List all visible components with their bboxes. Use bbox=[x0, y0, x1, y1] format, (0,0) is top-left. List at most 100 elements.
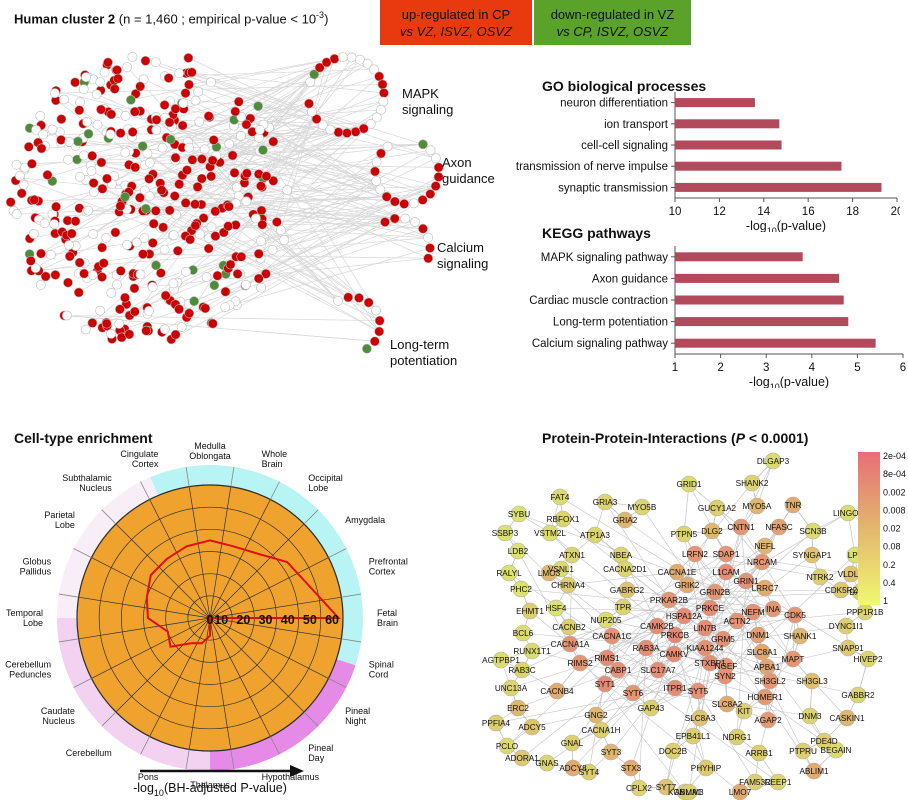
ppi-node bbox=[732, 518, 750, 536]
network-node bbox=[74, 257, 85, 268]
network-node bbox=[144, 305, 154, 316]
ppi-node bbox=[554, 510, 572, 528]
category-label: MAPK signaling pathway bbox=[541, 252, 668, 264]
network-node bbox=[125, 95, 136, 105]
ppi-node-label: MAPT bbox=[782, 655, 805, 664]
radar-spoke bbox=[91, 557, 211, 619]
ppi-node-label: HSF4 bbox=[546, 604, 567, 613]
sector-label: Medulla Oblongata bbox=[189, 441, 231, 461]
sector-label-word: Hypothalamus bbox=[262, 772, 320, 782]
network-node bbox=[170, 103, 181, 114]
network-node bbox=[346, 52, 357, 63]
network-node bbox=[371, 157, 382, 167]
network-node bbox=[240, 279, 251, 290]
ppi-node-label: SLC17A7 bbox=[640, 666, 675, 675]
network-edge bbox=[181, 196, 387, 328]
colorbar-label: 8e-04 bbox=[883, 469, 906, 479]
ppi-node-label: EPB41L1 bbox=[676, 732, 711, 741]
ppi-node bbox=[597, 611, 615, 629]
ppi-node-label: SH3GL2 bbox=[754, 677, 786, 686]
kegg-bar-chart: MAPK signaling pathway Axon guidance Cardi… bbox=[529, 246, 906, 388]
ppi-edge bbox=[604, 501, 670, 601]
ppi-node-label: PTPN5 bbox=[671, 530, 698, 539]
ppi-node bbox=[786, 606, 804, 624]
ppi-node-label: CPLX2 bbox=[626, 784, 652, 793]
ring-tick bbox=[73, 548, 92, 558]
ring-segment-light bbox=[57, 477, 159, 618]
network-node bbox=[371, 112, 382, 123]
ppi-node bbox=[492, 651, 510, 669]
network-node bbox=[39, 218, 50, 229]
network-edge bbox=[264, 149, 431, 177]
network-node bbox=[254, 124, 265, 135]
network-node bbox=[29, 194, 40, 205]
network-node bbox=[170, 329, 181, 340]
ppi-node bbox=[657, 778, 675, 796]
x-tick-label: 3 bbox=[763, 362, 769, 374]
ppi-node bbox=[523, 642, 541, 660]
network-node bbox=[113, 73, 123, 84]
ppi-node-label: TPR bbox=[615, 603, 631, 612]
network-edge bbox=[19, 177, 377, 311]
group-label-axon: Axon guidance bbox=[442, 155, 495, 187]
ppi-node bbox=[686, 545, 704, 563]
category-label: Calcium signaling pathway bbox=[532, 338, 668, 350]
network-edge bbox=[164, 69, 375, 77]
network-node bbox=[164, 205, 175, 216]
ppi-node-label: NBEA bbox=[610, 551, 633, 560]
network-node bbox=[425, 145, 436, 156]
network-node bbox=[369, 336, 380, 347]
network-edge bbox=[258, 153, 382, 255]
ppi-edge bbox=[740, 526, 796, 616]
network-node bbox=[151, 125, 162, 135]
ppi-node-label: RAB3A bbox=[633, 644, 660, 653]
ppi-node-label: GRM5 bbox=[711, 635, 735, 644]
network-node bbox=[155, 268, 166, 278]
network-node bbox=[425, 243, 435, 253]
network-node bbox=[255, 181, 266, 191]
network-node bbox=[122, 239, 132, 250]
network-edge bbox=[23, 76, 380, 186]
ppi-node-label: SLC8A1 bbox=[747, 648, 778, 657]
ppi-node bbox=[728, 612, 746, 630]
ppi-edge bbox=[559, 496, 716, 593]
radar-xlabel-sub: 10 bbox=[154, 788, 164, 798]
ppi-edge bbox=[531, 690, 699, 728]
network-node bbox=[168, 230, 179, 241]
go-bar-chart: neuron differentiation ion transport cell-… bbox=[516, 92, 900, 232]
network-node bbox=[112, 279, 122, 290]
ppi-node bbox=[769, 773, 787, 791]
network-node bbox=[109, 84, 120, 94]
ppi-node-label: CAMKV bbox=[659, 650, 689, 659]
network-node bbox=[190, 199, 200, 210]
network-node bbox=[36, 248, 46, 259]
ppi-node-label: GNAS bbox=[535, 759, 559, 768]
network-node bbox=[433, 172, 444, 182]
network-node bbox=[83, 128, 94, 139]
network-node bbox=[425, 189, 436, 199]
ppi-node bbox=[675, 607, 693, 625]
network-node bbox=[256, 205, 267, 216]
bar bbox=[675, 273, 840, 283]
ppi-node-label: LMO3 bbox=[538, 569, 561, 578]
title-exp: -3 bbox=[316, 10, 325, 20]
network-node bbox=[233, 96, 244, 107]
ppi-node-label: VLDLR bbox=[838, 570, 864, 579]
legend-down-regulated: down-regulated in VZ vs CP, ISVZ, OSVZ bbox=[534, 0, 691, 45]
sector-label-word: Brain bbox=[262, 459, 283, 469]
ppi-node-label: SHANK1 bbox=[784, 632, 817, 641]
ppi-node bbox=[622, 759, 640, 777]
network-node bbox=[371, 305, 381, 316]
network-node bbox=[31, 125, 41, 135]
network-node bbox=[203, 243, 214, 254]
ppi-node bbox=[827, 741, 845, 759]
network-node bbox=[70, 216, 81, 227]
network-edge bbox=[280, 62, 327, 231]
ppi-edge bbox=[548, 572, 699, 692]
sector-label-word: Day bbox=[308, 753, 325, 763]
ppi-node-label: BCL6 bbox=[513, 629, 534, 638]
network-node bbox=[206, 171, 217, 182]
ppi-edge bbox=[699, 526, 742, 719]
sector-label-word: Parietal bbox=[44, 510, 75, 520]
ppi-node-label: SDAP1 bbox=[713, 550, 740, 559]
